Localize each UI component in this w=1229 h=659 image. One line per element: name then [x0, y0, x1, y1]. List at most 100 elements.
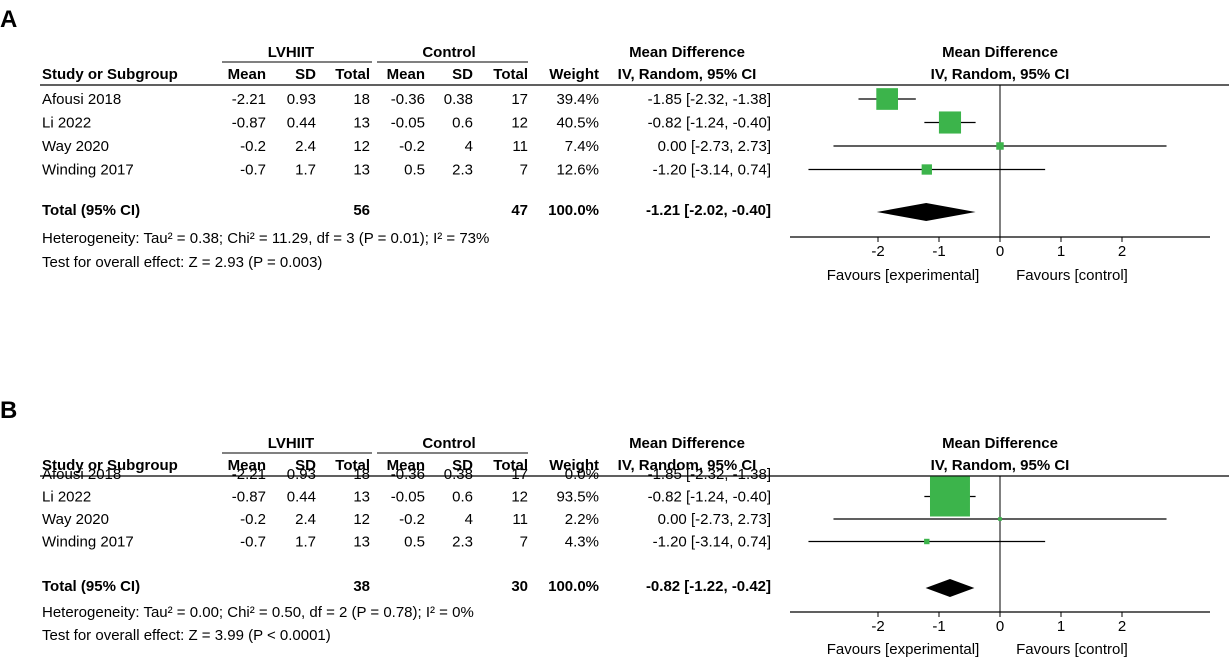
header-total-ctl: Total	[493, 457, 528, 474]
md-column-title: Mean Difference	[629, 435, 745, 452]
weight: 4.3%	[565, 534, 599, 551]
pooled-diamond	[925, 579, 975, 597]
header-total-exp: Total	[335, 66, 370, 83]
exp-mean: -2.21	[232, 91, 266, 108]
x-tick-label: -2	[871, 243, 884, 260]
exp-mean: -0.2	[240, 511, 266, 528]
study-name: Way 2020	[42, 138, 109, 155]
ctl-total: 17	[511, 91, 528, 108]
ctl-sd: 4	[465, 138, 473, 155]
x-tick-label: -1	[932, 243, 945, 260]
ctl-sd: 0.6	[452, 115, 473, 132]
overall-effect-text: Test for overall effect: Z = 3.99 (P < 0…	[42, 627, 331, 644]
exp-mean: -0.2	[240, 138, 266, 155]
exp-sd: 0.93	[287, 466, 316, 483]
ctl-total: 12	[511, 489, 528, 506]
total-weight: 100.0%	[548, 578, 599, 595]
total-ctl: 47	[511, 202, 528, 219]
exp-sd: 0.44	[287, 115, 316, 132]
effect-square	[929, 476, 970, 517]
ctl-mean: -0.2	[399, 511, 425, 528]
heterogeneity-text: Heterogeneity: Tau² = 0.38; Chi² = 11.29…	[42, 230, 489, 247]
exp-total: 18	[353, 466, 370, 483]
ctl-sd: 4	[465, 511, 473, 528]
header-total-exp: Total	[335, 457, 370, 474]
total-ci: -0.82 [-1.22, -0.42]	[646, 578, 771, 595]
ctl-mean: 0.5	[404, 162, 425, 179]
plot-method: IV, Random, 95% CI	[931, 457, 1070, 474]
header-study: Study or Subgroup	[42, 66, 178, 83]
md-ci: 0.00 [-2.73, 2.73]	[658, 511, 771, 528]
favours-control: Favours [control]	[1016, 641, 1128, 658]
weight: 0.0%	[565, 466, 599, 483]
ctl-mean: 0.5	[404, 534, 425, 551]
weight: 7.4%	[565, 138, 599, 155]
md-ci: -1.85 [-2.32, -1.38]	[648, 466, 771, 483]
md-ci: -0.82 [-1.24, -0.40]	[648, 115, 771, 132]
ctl-mean: -0.36	[391, 91, 425, 108]
ctl-sd: 0.38	[444, 466, 473, 483]
exp-total: 12	[353, 511, 370, 528]
study-name: Afousi 2018	[42, 466, 121, 483]
total-label: Total (95% CI)	[42, 202, 140, 219]
exp-sd: 2.4	[295, 511, 316, 528]
effect-square	[998, 517, 1002, 521]
effect-square	[938, 111, 962, 134]
ctl-mean: -0.05	[391, 489, 425, 506]
weight: 2.2%	[565, 511, 599, 528]
ctl-sd: 2.3	[452, 162, 473, 179]
md-column-title: Mean Difference	[629, 44, 745, 61]
ctl-total: 11	[512, 138, 528, 155]
overall-effect-text: Test for overall effect: Z = 2.93 (P = 0…	[42, 254, 322, 271]
weight: 93.5%	[556, 489, 599, 506]
study-name: Li 2022	[42, 115, 91, 132]
study-name: Winding 2017	[42, 162, 134, 179]
total-label: Total (95% CI)	[42, 578, 140, 595]
header-sd-ctl: SD	[452, 66, 473, 83]
group-header-control: Control	[422, 44, 475, 61]
total-ctl: 30	[511, 578, 528, 595]
favours-control: Favours [control]	[1016, 267, 1128, 284]
x-tick-label: 2	[1118, 618, 1126, 635]
ctl-total: 7	[520, 162, 528, 179]
md-ci: -1.20 [-3.14, 0.74]	[653, 534, 771, 551]
x-tick-label: 0	[996, 243, 1004, 260]
x-tick-label: 0	[996, 618, 1004, 635]
ctl-total: 11	[512, 511, 528, 528]
group-header-exp: LVHIIT	[268, 44, 314, 61]
exp-sd: 2.4	[295, 138, 316, 155]
forest-panel-b: B LVHIIT Control Mean Difference Mean Differ…	[0, 397, 1229, 658]
exp-sd: 0.93	[287, 91, 316, 108]
total-weight: 100.0%	[548, 202, 599, 219]
panel-label: A	[0, 6, 17, 33]
header-weight: Weight	[549, 66, 599, 83]
exp-total: 13	[353, 534, 370, 551]
exp-sd: 1.7	[295, 534, 316, 551]
header-study: Study or Subgroup	[42, 457, 178, 474]
header-mean-exp: Mean	[228, 66, 266, 83]
pooled-diamond	[876, 203, 976, 221]
header-sd-exp: SD	[295, 66, 316, 83]
md-ci: 0.00 [-2.73, 2.73]	[658, 138, 771, 155]
group-header-control: Control	[422, 435, 475, 452]
favours-experimental: Favours [experimental]	[827, 267, 980, 284]
md-ci: -1.20 [-3.14, 0.74]	[653, 162, 771, 179]
exp-mean: -0.87	[232, 489, 266, 506]
forest-panel-a: A LVHIIT Control Mean Difference Mean Differ…	[0, 6, 1229, 284]
exp-mean: -0.7	[240, 534, 266, 551]
exp-total: 13	[353, 115, 370, 132]
header-mean-ctl: Mean	[387, 457, 425, 474]
exp-total: 12	[353, 138, 370, 155]
study-name: Afousi 2018	[42, 91, 121, 108]
total-exp: 38	[353, 578, 370, 595]
study-name: Winding 2017	[42, 534, 134, 551]
exp-sd: 1.7	[295, 162, 316, 179]
exp-mean: -0.7	[240, 162, 266, 179]
ctl-mean: -0.05	[391, 115, 425, 132]
effect-square	[996, 142, 1004, 150]
header-mean-exp: Mean	[228, 457, 266, 474]
header-weight: Weight	[549, 457, 599, 474]
exp-total: 18	[353, 91, 370, 108]
x-tick-label: 1	[1057, 618, 1065, 635]
weight: 39.4%	[556, 91, 599, 108]
